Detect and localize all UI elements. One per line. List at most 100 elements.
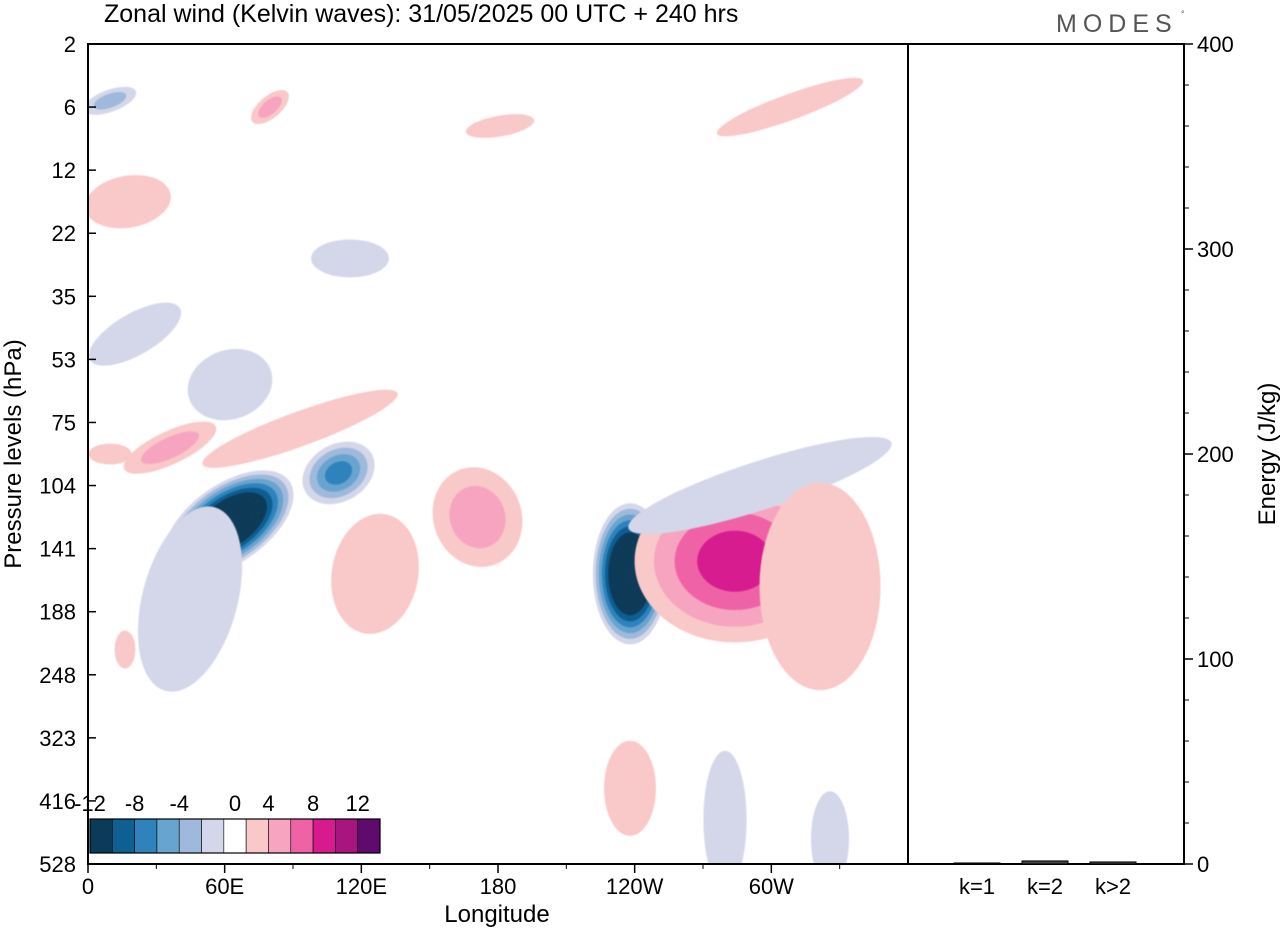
y-axis-label: Pressure levels (hPa)	[0, 339, 27, 568]
band-negative-lower-band	[137, 506, 243, 692]
band-negative-strat	[88, 302, 182, 366]
colorbar-swatch	[223, 818, 247, 854]
x-tick-label: 120E	[336, 874, 387, 899]
band-positive-top-band	[258, 96, 282, 118]
colorbar-label: 12	[345, 791, 369, 816]
colorbar-swatch	[156, 818, 180, 854]
band-positive-left-b-band	[114, 630, 136, 669]
energy-category-label: k=1	[959, 874, 995, 899]
energy-tick-label: 100	[1197, 647, 1234, 672]
y-tick-label: 12	[52, 158, 76, 183]
feature-positive-core-c	[123, 421, 217, 474]
energy-bars: k=1 k=2 k>2	[953, 860, 1137, 899]
band-negative-top-band	[93, 92, 127, 110]
y-tick-label: 35	[52, 284, 76, 309]
brand-mark: °	[1181, 9, 1185, 19]
colorbar-swatch	[89, 818, 113, 854]
band-negative-low-b-band	[810, 791, 850, 864]
colorbar-swatch	[312, 818, 336, 854]
y-tick-label: 416	[39, 789, 76, 814]
band-positive-west	[331, 513, 419, 634]
band-positive-top-b-band	[465, 114, 535, 138]
band-negative-lower	[137, 506, 243, 692]
x-tick-label: 120W	[606, 874, 664, 899]
feature-positive-core-b	[432, 467, 523, 567]
band-negative-low-b	[810, 791, 850, 864]
energy-category-label: k>2	[1095, 874, 1131, 899]
band-negative-strat-c	[311, 239, 389, 278]
feature-positive-core-c-band	[141, 431, 199, 465]
x-tick-label: 60E	[205, 874, 244, 899]
band-positive-left	[88, 443, 132, 465]
energy-tick-label: 0	[1197, 852, 1209, 877]
energy-category-label: k=2	[1027, 874, 1063, 899]
band-positive-strat-band	[88, 175, 171, 229]
energy-tick-label: 300	[1197, 237, 1234, 262]
y-tick-label: 104	[39, 474, 76, 499]
y-tick-label: 323	[39, 726, 76, 751]
band-negative-east	[628, 437, 892, 535]
contour-field	[88, 77, 892, 864]
colorbar-legend: -12 -8 -4 0 4 8 12	[74, 791, 381, 854]
band-positive-top-b	[465, 114, 535, 138]
band-positive-low-band	[604, 740, 656, 836]
band-positive-mid	[202, 389, 398, 468]
y-tick-label: 248	[39, 663, 76, 688]
band-positive-strat	[88, 175, 171, 229]
band-negative-low	[703, 750, 747, 864]
band-positive-left-b	[114, 630, 136, 669]
colorbar-swatch	[290, 818, 314, 854]
colorbar-swatch	[112, 818, 135, 854]
feature-positive-core-a-band	[697, 530, 773, 592]
y-tick-label: 22	[52, 221, 76, 246]
colorbar-swatch	[245, 818, 269, 854]
feature-negative-core-b-band	[623, 560, 638, 587]
colorbar-swatch	[268, 818, 292, 854]
energy-axis-label: Energy (J/kg)	[1254, 383, 1280, 526]
energy-bar	[1021, 860, 1069, 865]
band-negative-top	[88, 86, 137, 115]
band-negative-strat-c-band	[311, 239, 389, 278]
x-axis-label: Longitude	[444, 901, 549, 928]
colorbar-label: 0	[229, 791, 241, 816]
y-tick-label: 528	[39, 852, 76, 877]
colorbar-label: -12	[74, 791, 106, 816]
colorbar-label: 8	[307, 791, 319, 816]
feature-positive-core-b-band	[449, 485, 506, 549]
band-positive-top-c	[716, 77, 864, 137]
chart-title: Zonal wind (Kelvin waves): 31/05/2025 00…	[104, 0, 738, 28]
band-positive-low	[604, 740, 656, 836]
colorbar-label: -8	[125, 791, 145, 816]
band-negative-strat-band	[88, 302, 182, 366]
colorbar-swatch	[178, 818, 202, 854]
band-negative-strat-b	[187, 348, 273, 421]
colorbar-label: -4	[169, 791, 189, 816]
y-tick-label: 141	[39, 537, 76, 562]
feature-negative-core-c-band	[325, 461, 353, 485]
energy-tick-label: 200	[1197, 442, 1234, 467]
colorbar-swatch	[134, 818, 158, 854]
band-negative-low-band	[703, 750, 747, 864]
feature-negative-core-c	[302, 441, 375, 505]
y-tick-label: 75	[52, 410, 76, 435]
band-positive-west-band	[331, 513, 419, 634]
band-positive-top	[251, 90, 289, 125]
x-tick-label: 0	[82, 874, 94, 899]
band-negative-strat-b-band	[187, 348, 273, 421]
band-positive-east	[759, 482, 881, 691]
pressure-axis: 2 6 12 22 35 53 75 104 141 188 248 323 416 528	[39, 32, 96, 877]
colorbar-swatch	[335, 818, 358, 854]
y-tick-label: 53	[52, 347, 76, 372]
x-tick-label: 180	[480, 874, 517, 899]
energy-axis: 0 100 200 300 400	[1184, 32, 1234, 877]
band-positive-mid-band	[202, 389, 398, 468]
brand-logo: MODES	[1056, 10, 1178, 38]
colorbar-swatch	[357, 818, 381, 854]
energy-plot-frame	[907, 43, 1185, 865]
band-positive-left-band	[88, 443, 132, 465]
colorbar-swatch	[201, 818, 225, 854]
energy-bar	[953, 862, 1001, 865]
colorbar-frame	[89, 818, 381, 854]
longitude-axis: 0 60E 120E 180 120W 60W	[82, 864, 841, 899]
